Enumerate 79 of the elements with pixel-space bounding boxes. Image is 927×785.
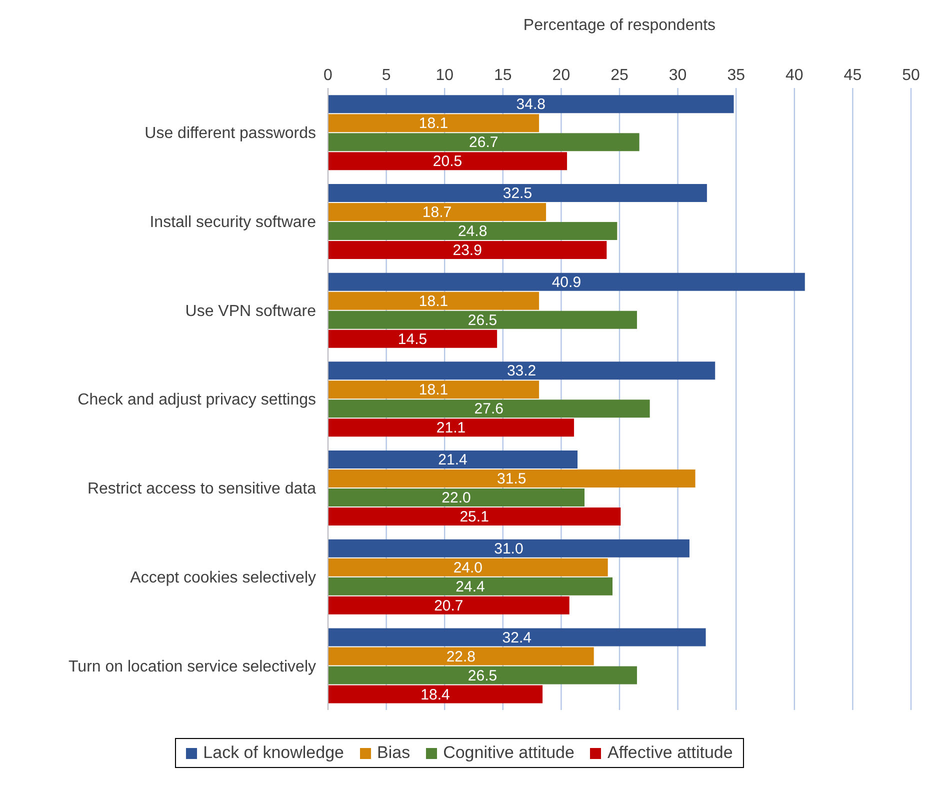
text: 33.2 xyxy=(506,362,536,380)
text: 40.9 xyxy=(552,274,582,291)
bar xyxy=(328,539,690,558)
legend-label: Affective attitude xyxy=(606,743,733,763)
text: 26.5 xyxy=(468,312,498,329)
bar xyxy=(328,577,613,596)
bar xyxy=(328,133,640,152)
text: 18.1 xyxy=(418,292,448,310)
text: 18.1 xyxy=(418,115,448,132)
bar xyxy=(328,95,734,114)
bar xyxy=(328,628,706,646)
bar xyxy=(328,400,650,418)
bar xyxy=(328,114,540,132)
legend-label: Bias xyxy=(376,743,410,763)
bar xyxy=(328,240,607,259)
y-tick-label: Use VPN software xyxy=(185,302,316,320)
bar xyxy=(328,596,570,614)
x-tick-label: 45 xyxy=(844,67,862,84)
legend-label: Lack of knowledge xyxy=(202,743,344,763)
text: 32.5 xyxy=(502,184,532,202)
text: 25.1 xyxy=(460,508,489,526)
x-tick-label: 40 xyxy=(786,67,804,84)
text: 18.4 xyxy=(420,686,450,704)
text: 27.6 xyxy=(474,400,504,418)
x-tick-label: 35 xyxy=(727,67,746,84)
y-tick-label: Accept cookies selectively xyxy=(130,569,316,586)
bar xyxy=(328,450,578,469)
text: 31.5 xyxy=(497,470,526,488)
text: 34.8 xyxy=(516,96,546,114)
text: 24.8 xyxy=(458,222,488,240)
bar xyxy=(328,310,637,329)
bar xyxy=(328,184,707,202)
text: 26.5 xyxy=(468,667,498,684)
text: 21.1 xyxy=(436,420,466,437)
x-tick-label: 30 xyxy=(668,67,687,84)
x-tick-label: 0 xyxy=(324,67,333,84)
text: 18.7 xyxy=(422,204,452,221)
text: 23.9 xyxy=(452,242,482,259)
y-tick-label: Use different passwords xyxy=(144,125,316,142)
text: 22.8 xyxy=(446,648,476,666)
text: 26.7 xyxy=(469,134,498,152)
x-tick-label: 20 xyxy=(552,67,570,84)
x-tick-label: 15 xyxy=(494,67,512,84)
x-tick-label: 25 xyxy=(610,67,628,84)
text: 20.5 xyxy=(432,153,462,170)
y-tick-label: Turn on location service selectively xyxy=(68,658,316,676)
bar xyxy=(328,202,546,221)
bar xyxy=(328,666,637,684)
bar xyxy=(328,330,498,348)
text: 20.7 xyxy=(434,597,464,614)
y-tick-label: Install security software xyxy=(150,214,316,231)
bar xyxy=(328,292,540,310)
y-tick-label: Check and adjust privacy settings xyxy=(78,392,316,409)
x-tick-label: 10 xyxy=(436,67,454,84)
bar xyxy=(328,508,621,526)
x-axis-title: Percentage of respondents xyxy=(523,17,716,34)
bar xyxy=(328,488,585,507)
y-tick-label: Restrict access to sensitive data xyxy=(87,480,316,498)
x-tick-label: 50 xyxy=(902,67,920,84)
bar xyxy=(328,470,696,488)
bar xyxy=(328,380,540,399)
bar xyxy=(328,152,568,170)
bar xyxy=(328,362,716,380)
text: 32.4 xyxy=(502,629,532,646)
bar xyxy=(328,272,805,291)
legend-label: Cognitive attitude xyxy=(442,743,574,763)
bar xyxy=(328,647,594,666)
x-tick-label: 5 xyxy=(382,67,391,84)
text: 22.0 xyxy=(442,490,471,507)
text: 24.4 xyxy=(456,578,485,596)
bar xyxy=(328,685,543,704)
text: 21.4 xyxy=(438,452,468,469)
text: 14.5 xyxy=(398,330,428,348)
bar xyxy=(328,222,618,240)
text: 24.0 xyxy=(453,559,483,576)
bar xyxy=(328,558,608,576)
text: 31.0 xyxy=(494,540,524,558)
text: 18.1 xyxy=(418,382,448,399)
bar xyxy=(328,418,574,437)
